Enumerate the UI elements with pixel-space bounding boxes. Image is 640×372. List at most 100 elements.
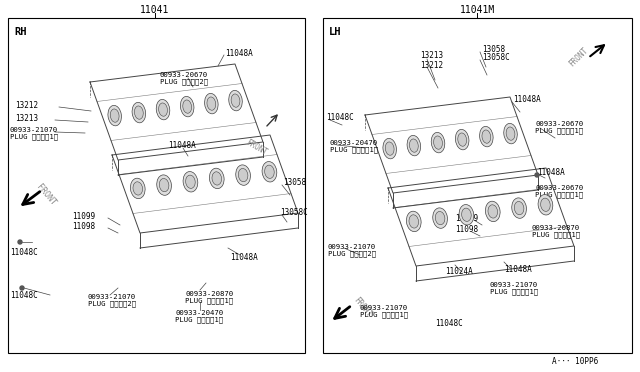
Ellipse shape bbox=[461, 208, 471, 221]
Ellipse shape bbox=[409, 215, 419, 228]
Ellipse shape bbox=[131, 178, 145, 199]
Text: 00933-21070: 00933-21070 bbox=[360, 305, 408, 311]
Ellipse shape bbox=[183, 100, 191, 113]
Text: PLUG プラグ（1）: PLUG プラグ（1） bbox=[360, 312, 408, 318]
Text: 13058C: 13058C bbox=[280, 208, 308, 217]
Text: 11048C: 11048C bbox=[10, 292, 38, 301]
Text: PLUG プラグ（2）: PLUG プラグ（2） bbox=[160, 79, 208, 85]
Text: 00933-20670: 00933-20670 bbox=[160, 72, 208, 78]
Ellipse shape bbox=[186, 175, 195, 188]
Text: 00933-20870: 00933-20870 bbox=[185, 291, 233, 297]
Ellipse shape bbox=[433, 208, 447, 228]
Ellipse shape bbox=[431, 132, 445, 153]
Ellipse shape bbox=[110, 109, 119, 122]
Ellipse shape bbox=[156, 99, 170, 120]
Text: LH: LH bbox=[329, 27, 342, 37]
Text: PLUG プラグ（1）: PLUG プラグ（1） bbox=[535, 128, 583, 134]
Ellipse shape bbox=[479, 126, 493, 147]
Text: 00933-20470: 00933-20470 bbox=[330, 140, 378, 146]
Bar bbox=[323, 18, 632, 353]
Ellipse shape bbox=[231, 94, 240, 107]
Text: 11048A: 11048A bbox=[513, 94, 541, 103]
Ellipse shape bbox=[134, 106, 143, 119]
Text: 11048A: 11048A bbox=[504, 266, 532, 275]
Ellipse shape bbox=[132, 102, 146, 123]
Text: 00933-21070: 00933-21070 bbox=[328, 244, 376, 250]
Text: PLUG プラグ（1）: PLUG プラグ（1） bbox=[532, 232, 580, 238]
Text: 11048A: 11048A bbox=[230, 253, 258, 262]
Text: 13058: 13058 bbox=[283, 177, 306, 186]
Ellipse shape bbox=[108, 105, 122, 126]
Text: 13058C: 13058C bbox=[482, 52, 509, 61]
Text: 00933-20670: 00933-20670 bbox=[535, 185, 583, 191]
Ellipse shape bbox=[133, 182, 143, 195]
Text: 00933-20670: 00933-20670 bbox=[535, 121, 583, 127]
Text: 11048A: 11048A bbox=[225, 48, 253, 58]
Text: FRONT: FRONT bbox=[244, 138, 268, 157]
Ellipse shape bbox=[459, 205, 474, 225]
Ellipse shape bbox=[410, 139, 419, 152]
Ellipse shape bbox=[385, 142, 394, 155]
Text: 00933-21070: 00933-21070 bbox=[490, 282, 538, 288]
Ellipse shape bbox=[159, 103, 168, 116]
Text: 11048A: 11048A bbox=[168, 141, 196, 150]
Text: 11041: 11041 bbox=[140, 5, 170, 15]
Text: 13213: 13213 bbox=[15, 113, 38, 122]
Text: 00933-21070: 00933-21070 bbox=[10, 127, 58, 133]
Ellipse shape bbox=[515, 202, 524, 215]
Ellipse shape bbox=[238, 169, 248, 182]
Text: 11048C: 11048C bbox=[10, 247, 38, 257]
Text: 00933-20470: 00933-20470 bbox=[175, 310, 223, 316]
Ellipse shape bbox=[512, 198, 527, 218]
Ellipse shape bbox=[209, 168, 224, 189]
Ellipse shape bbox=[407, 135, 420, 156]
Text: PLUG プラグ（1）: PLUG プラグ（1） bbox=[10, 134, 58, 140]
Ellipse shape bbox=[488, 205, 497, 218]
Circle shape bbox=[20, 286, 24, 290]
Ellipse shape bbox=[265, 165, 274, 179]
Text: 13212: 13212 bbox=[15, 100, 38, 109]
Text: 11024A: 11024A bbox=[445, 266, 473, 276]
Text: PLUG プラグ（1）: PLUG プラグ（1） bbox=[490, 289, 538, 295]
Text: 11048C: 11048C bbox=[326, 112, 354, 122]
Text: PLUG プラグ（2）: PLUG プラグ（2） bbox=[88, 301, 136, 307]
Ellipse shape bbox=[207, 97, 216, 110]
Text: 11048C: 11048C bbox=[435, 320, 463, 328]
Ellipse shape bbox=[506, 127, 515, 140]
Ellipse shape bbox=[236, 165, 250, 185]
Text: PLUG プラグ（1）: PLUG プラグ（1） bbox=[535, 192, 583, 198]
Text: 11099: 11099 bbox=[455, 214, 478, 222]
Text: PLUG プラグ（1）: PLUG プラグ（1） bbox=[175, 317, 223, 323]
Ellipse shape bbox=[180, 96, 194, 117]
Text: 11098: 11098 bbox=[72, 221, 95, 231]
Ellipse shape bbox=[434, 136, 442, 149]
Ellipse shape bbox=[205, 93, 218, 114]
Ellipse shape bbox=[159, 179, 169, 192]
Ellipse shape bbox=[456, 129, 469, 150]
Ellipse shape bbox=[485, 201, 500, 222]
Ellipse shape bbox=[538, 195, 553, 215]
Circle shape bbox=[535, 173, 539, 177]
Ellipse shape bbox=[435, 211, 445, 225]
Text: 13212: 13212 bbox=[420, 61, 443, 70]
Ellipse shape bbox=[157, 175, 172, 195]
Ellipse shape bbox=[458, 133, 467, 146]
Ellipse shape bbox=[541, 198, 550, 211]
Text: 11099: 11099 bbox=[72, 212, 95, 221]
Text: 13213: 13213 bbox=[420, 51, 443, 60]
Bar bbox=[8, 18, 305, 353]
Circle shape bbox=[18, 240, 22, 244]
Text: RH: RH bbox=[14, 27, 26, 37]
Ellipse shape bbox=[183, 171, 198, 192]
Ellipse shape bbox=[262, 161, 276, 182]
Text: 11098: 11098 bbox=[455, 224, 478, 234]
Text: FRONT: FRONT bbox=[351, 295, 373, 318]
Text: PLUG プラグ（1）: PLUG プラグ（1） bbox=[185, 298, 233, 304]
Text: A··· 10PP6: A··· 10PP6 bbox=[552, 357, 598, 366]
Text: PLUG プラグ（1）: PLUG プラグ（1） bbox=[330, 147, 378, 153]
Text: 11041M: 11041M bbox=[460, 5, 495, 15]
Text: FRONT: FRONT bbox=[35, 182, 58, 207]
Text: 11048A: 11048A bbox=[537, 167, 564, 176]
Text: 00933-20870: 00933-20870 bbox=[532, 225, 580, 231]
Ellipse shape bbox=[383, 138, 396, 159]
